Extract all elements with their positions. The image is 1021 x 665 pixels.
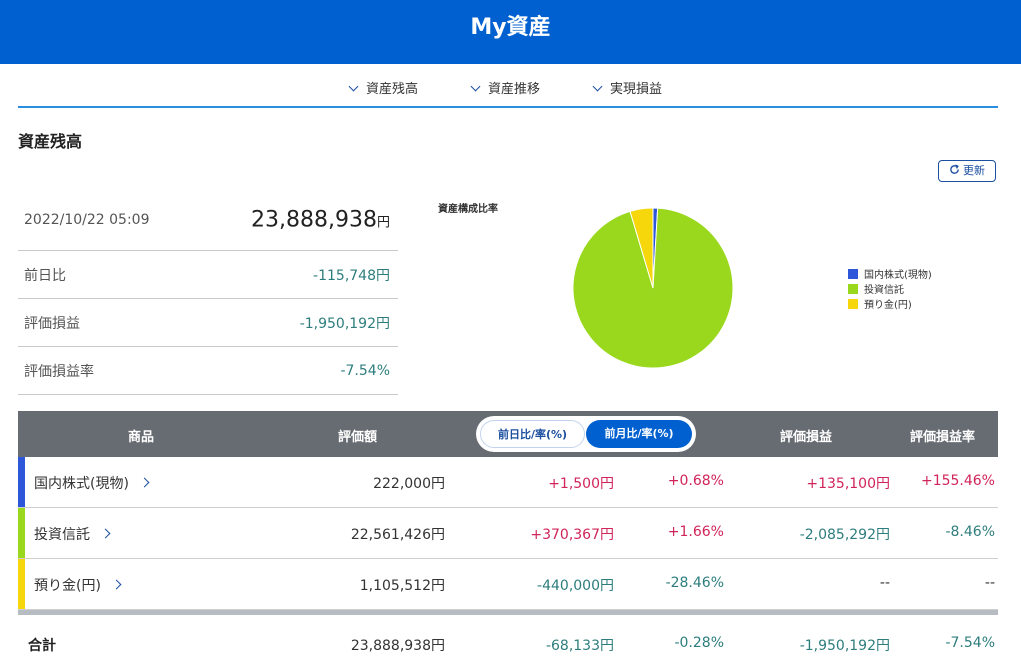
table-header: 商品 評価額 前日比/率(%) 前月比/率(%) 評価損益 評価損益率: [18, 411, 998, 457]
summary-row: 評価損益率 -7.54%: [18, 347, 398, 395]
chevron-right-icon: [100, 528, 111, 539]
chevron-right-icon: [111, 579, 122, 590]
legend-item: 預り金(円): [848, 298, 932, 313]
cell-change-pct: -28.46%: [665, 575, 724, 591]
total-pl: -1,950,192円: [799, 638, 890, 654]
refresh-icon: [950, 164, 959, 174]
balance-summary: 2022/10/22 05:09 23,888,938円 前日比 -115,74…: [18, 190, 398, 395]
header-pl: 評価損益: [780, 430, 833, 445]
cell-pl: +135,100円: [806, 476, 890, 492]
section-title: 資産残高: [18, 132, 83, 151]
cell-change: -440,000円: [537, 578, 614, 594]
category-color-bar: [18, 508, 25, 558]
chevron-right-icon: [139, 477, 150, 488]
table-row: 投資信託 22,561,426円 +370,367円 +1.66% -2,085…: [18, 508, 998, 559]
as-of-datetime: 2022/10/22 05:09: [24, 212, 150, 228]
header-pl-rate: 評価損益率: [910, 430, 976, 445]
legend-swatch: [848, 299, 858, 309]
row-product-link[interactable]: 預り金(円): [34, 575, 122, 595]
page-title: My資産: [470, 15, 551, 40]
cell-pl-rate: -8.46%: [945, 524, 995, 540]
total-change: -68,133円: [545, 638, 614, 654]
cell-change: +370,367円: [530, 527, 614, 543]
cell-value: 22,561,426円: [350, 527, 445, 543]
total-pl-rate: -7.54%: [945, 635, 995, 651]
cell-pl-rate: +155.46%: [920, 473, 995, 489]
row-product-link[interactable]: 国内株式(現物): [34, 473, 150, 493]
table-row: 国内株式(現物) 222,000円 +1,500円 +0.68% +135,10…: [18, 457, 998, 508]
legend-swatch: [848, 269, 858, 279]
cell-value: 1,105,512円: [359, 578, 445, 594]
chevron-down-icon: [470, 81, 481, 92]
pie-slice-2: [629, 207, 654, 289]
table-total-row: 合計 23,888,938円 -68,133円 -0.28% -1,950,19…: [18, 615, 998, 665]
table-row: 預り金(円) 1,105,512円 -440,000円 -28.46% -- -…: [18, 559, 998, 610]
header-product: 商品: [128, 430, 155, 445]
nav-item-history[interactable]: 資産推移: [470, 78, 540, 97]
comparison-toggle: 前日比/率(%) 前月比/率(%): [476, 416, 696, 452]
total-label: 合計: [28, 638, 56, 654]
cell-pl: -2,085,292円: [799, 527, 890, 543]
category-color-bar: [18, 559, 25, 609]
pie-chart-title: 資産構成比率: [438, 204, 498, 215]
chevron-down-icon: [592, 81, 603, 92]
asset-allocation-pie-chart: [572, 207, 734, 369]
total-value: 23,888,938円: [251, 207, 390, 233]
nav-item-balance[interactable]: 資産残高: [348, 78, 418, 97]
category-color-bar: [18, 457, 25, 507]
summary-row: 前日比 -115,748円: [18, 251, 398, 299]
cell-change-pct: +1.66%: [667, 524, 724, 540]
total-value: 23,888,938円: [350, 638, 445, 654]
refresh-button[interactable]: 更新: [938, 160, 996, 182]
holdings-table: 商品 評価額 前日比/率(%) 前月比/率(%) 評価損益 評価損益率 国内株式…: [18, 411, 998, 665]
chevron-down-icon: [348, 81, 359, 92]
cell-value: 222,000円: [373, 476, 445, 492]
cell-change: +1,500円: [548, 476, 614, 492]
total-change-pct: -0.28%: [674, 635, 724, 651]
cell-pl: --: [879, 575, 890, 591]
legend-swatch: [848, 284, 858, 294]
sub-navigation: 資産残高 資産推移 実現損益: [18, 64, 998, 108]
table-divider: [18, 610, 998, 615]
legend-item: 国内株式(現物): [848, 268, 932, 283]
cell-change-pct: +0.68%: [667, 473, 724, 489]
header-value: 評価額: [338, 430, 378, 445]
summary-total-row: 2022/10/22 05:09 23,888,938円: [18, 190, 398, 251]
toggle-month-comparison[interactable]: 前月比/率(%): [586, 420, 692, 448]
summary-row: 評価損益 -1,950,192円: [18, 299, 398, 347]
page-header: My資産: [0, 0, 1021, 64]
pie-legend: 国内株式(現物) 投資信託 預り金(円): [848, 268, 932, 313]
nav-item-realized[interactable]: 実現損益: [592, 78, 662, 97]
cell-pl-rate: --: [984, 575, 995, 591]
row-product-link[interactable]: 投資信託: [34, 524, 111, 544]
toggle-day-comparison[interactable]: 前日比/率(%): [480, 420, 585, 448]
legend-item: 投資信託: [848, 283, 932, 298]
